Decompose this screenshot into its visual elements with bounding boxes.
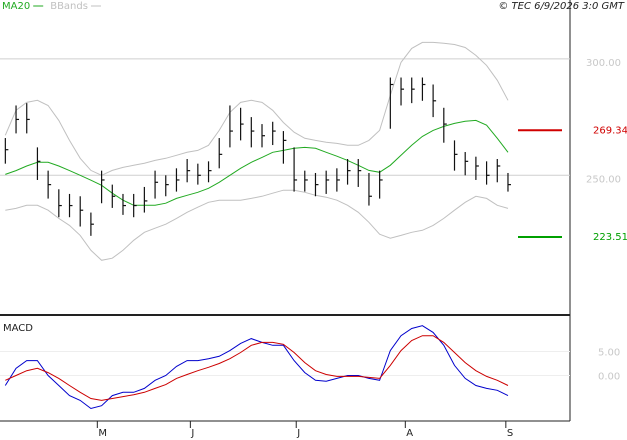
y-tick-label: 300.00 [586, 58, 621, 69]
bband-upper [4, 41, 509, 176]
y-tick-label: 5.00 [598, 348, 620, 359]
x-tick-label: S [507, 428, 513, 439]
x-tick-label: J [296, 428, 300, 439]
y-tick-label: 0.00 [598, 371, 620, 382]
level-label: 269.34 [593, 125, 627, 136]
level-label: 223.51 [593, 232, 627, 243]
legend-label: MA20 [2, 1, 30, 12]
stamp: © TEC 6/9/2026 3:0 GMT [498, 1, 625, 12]
y-tick-label: 250.00 [586, 174, 621, 185]
x-tick-label: A [406, 428, 413, 439]
x-tick-label: M [98, 428, 107, 439]
macd-line [4, 325, 509, 410]
ma20-line [5, 119, 509, 206]
macd-line [5, 335, 509, 401]
legend-label: BBands [50, 1, 88, 12]
macd-title: MACD [3, 323, 33, 334]
bband-lower [5, 189, 509, 261]
x-tick-label: J [190, 428, 194, 439]
